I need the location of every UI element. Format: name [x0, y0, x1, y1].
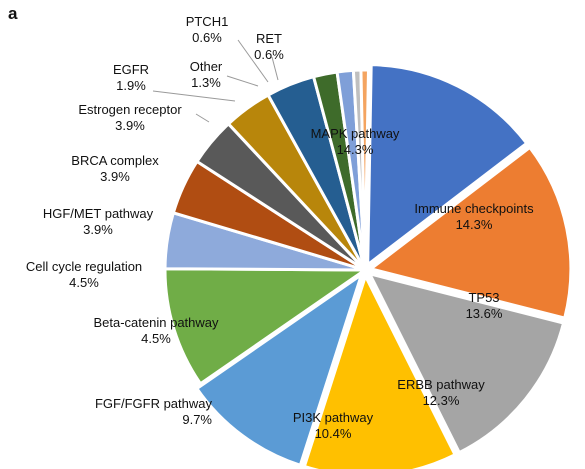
- slice-label-beta-catenin-pathway: Beta-catenin pathway: [93, 315, 219, 330]
- slice-erbb-pathway: [302, 272, 458, 469]
- slice-label-brca-complex: BRCA complex: [71, 153, 159, 168]
- leader-ptch1: [237, 39, 269, 83]
- slice-label-ptch1: PTCH1: [186, 14, 229, 29]
- slice-value-ptch1: 0.6%: [192, 30, 222, 45]
- slice-label-egfr: EGFR: [113, 62, 149, 77]
- slice-ret: [359, 68, 371, 271]
- slice-value-brca-complex: 3.9%: [100, 169, 130, 184]
- slice-label-other: Other: [190, 59, 223, 74]
- slice-label-cell-cycle-regulation: Cell cycle regulation: [26, 259, 142, 274]
- slice-label-fgf-fgfr-pathway: FGF/FGFR pathway: [95, 396, 213, 411]
- slice-value-hgf-met-pathway: 3.9%: [83, 222, 113, 237]
- slice-value-mapk-pathway: 14.3%: [337, 142, 374, 157]
- slice-label-erbb-pathway: ERBB pathway: [397, 377, 485, 392]
- slice-mapk-pathway: [366, 63, 529, 268]
- panel-label: a: [8, 4, 18, 23]
- slice-pi3k-pathway: [194, 271, 365, 468]
- pie-slices: [163, 63, 573, 469]
- slice-value-estrogen-receptor: 3.9%: [115, 118, 145, 133]
- slice-value-fgf-fgfr-pathway: 9.7%: [182, 412, 212, 427]
- slice-label-pi3k-pathway: PI3K pathway: [293, 410, 374, 425]
- slice-value-erbb-pathway: 12.3%: [423, 393, 460, 408]
- slice-value-egfr: 1.9%: [116, 78, 146, 93]
- slice-value-beta-catenin-pathway: 4.5%: [141, 331, 171, 346]
- slice-immune-checkpoints: [367, 145, 573, 320]
- leader-estrogen-receptor: [195, 113, 210, 123]
- leader-other: [226, 75, 259, 87]
- leader-egfr: [152, 90, 236, 102]
- slice-value-other: 1.3%: [191, 75, 221, 90]
- slice-value-tp53: 13.6%: [466, 306, 503, 321]
- slice-value-cell-cycle-regulation: 4.5%: [69, 275, 99, 290]
- slice-label-ret: RET: [256, 31, 282, 46]
- leader-ret: [271, 56, 279, 81]
- slice-tp53: [366, 271, 566, 455]
- slice-value-ret: 0.6%: [254, 47, 284, 62]
- slice-value-immune-checkpoints: 14.3%: [456, 217, 493, 232]
- slice-label-estrogen-receptor: Estrogen receptor: [78, 102, 182, 117]
- slice-fgf-fgfr-pathway: [163, 267, 370, 386]
- slice-label-immune-checkpoints: Immune checkpoints: [414, 201, 534, 216]
- slice-value-pi3k-pathway: 10.4%: [315, 426, 352, 441]
- leader-lines: [152, 39, 279, 123]
- slice-label-mapk-pathway: MAPK pathway: [311, 126, 400, 141]
- slice-label-tp53: TP53: [468, 290, 499, 305]
- slice-label-hgf-met-pathway: HGF/MET pathway: [43, 206, 154, 221]
